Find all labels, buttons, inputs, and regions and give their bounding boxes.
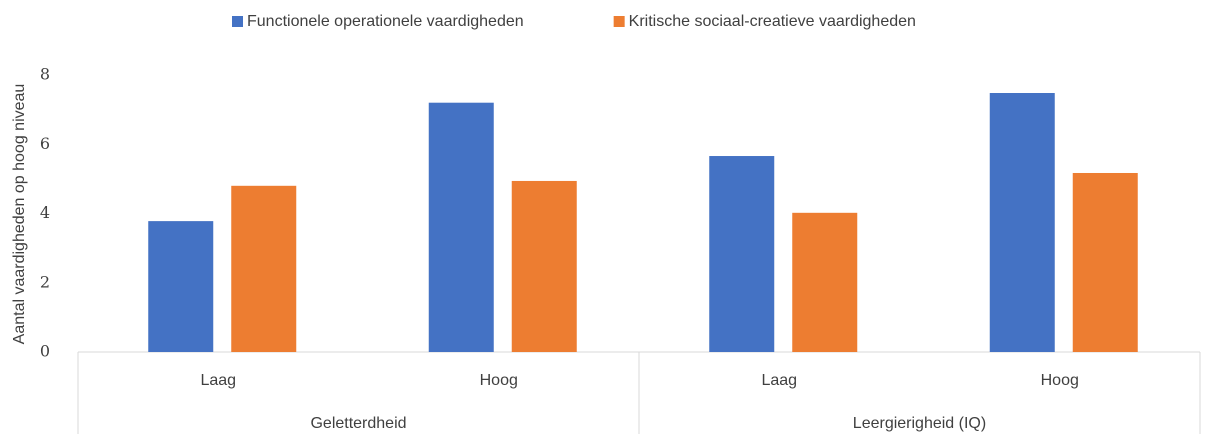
y-tick-label: 4: [40, 203, 50, 222]
x-tick-label: Laag: [200, 372, 236, 389]
bar: [428, 102, 494, 352]
y-axis-label: Aantal vaardigheden op hoog niveau: [11, 84, 28, 345]
x-tick-label: Hoog: [1041, 372, 1079, 389]
y-tick-label: 2: [40, 272, 50, 291]
bar: [989, 93, 1055, 352]
bar: [511, 180, 577, 352]
x-tick-label: Laag: [761, 372, 797, 389]
legend-swatch: [613, 16, 625, 27]
bar: [792, 212, 858, 352]
y-tick-label: 8: [40, 65, 50, 84]
group-label: Leergierigheid (IQ): [853, 415, 986, 432]
legend-swatch: [232, 16, 243, 27]
legend-label: Kritische sociaal-creatieve vaardigheden: [629, 13, 916, 30]
bar: [1072, 172, 1138, 352]
legend-label: Functionele operationele vaardigheden: [247, 13, 524, 30]
bar: [709, 156, 775, 352]
y-tick-label: 0: [40, 342, 50, 361]
bar: [148, 221, 214, 352]
y-tick-label: 6: [40, 134, 50, 153]
x-tick-label: Hoog: [480, 372, 518, 389]
group-label: Geletterdheid: [310, 415, 406, 432]
bar: [231, 185, 297, 352]
